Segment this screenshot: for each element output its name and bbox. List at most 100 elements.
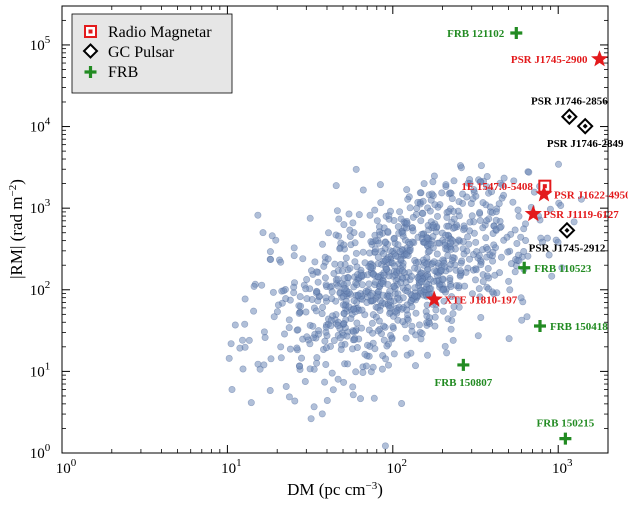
- pulsar-point: [350, 336, 358, 344]
- pulsar-point: [484, 285, 492, 293]
- pulsar-point: [430, 258, 438, 266]
- pulsar-point: [340, 378, 348, 386]
- pulsar-point: [398, 267, 406, 275]
- pulsar-point: [306, 214, 314, 222]
- pulsar-point: [349, 391, 357, 399]
- highlighted-sources: PSR J1746-2856 PSR J1746-2849 PSR J1745-29…: [425, 27, 628, 445]
- pulsar-point: [260, 328, 268, 336]
- pulsar-point: [505, 277, 513, 285]
- pulsar-point: [307, 415, 315, 423]
- pulsar-point: [423, 351, 431, 359]
- pulsar-point: [266, 386, 274, 394]
- frb-marker: [559, 432, 572, 445]
- pulsar-point: [465, 240, 473, 248]
- pulsar-point: [239, 365, 247, 373]
- pulsar-point: [309, 322, 317, 330]
- pulsar-point: [282, 295, 290, 303]
- pulsar-point: [484, 264, 492, 272]
- pulsar-point: [442, 245, 450, 253]
- axes: 100 101 102 103 100 101 102 103 104 105: [30, 5, 609, 477]
- pulsar-point: [449, 336, 457, 344]
- pulsar-point: [517, 294, 525, 302]
- pulsar-point: [449, 310, 457, 318]
- pulsar-point: [344, 360, 352, 368]
- pulsar-point: [296, 362, 304, 370]
- pulsar-point: [482, 234, 490, 242]
- pulsar-point: [408, 327, 416, 335]
- pulsar-point: [369, 329, 377, 337]
- pulsar-point: [291, 397, 299, 405]
- pulsar-point: [228, 385, 236, 393]
- pulsar-point: [268, 232, 276, 240]
- pulsar-point: [409, 213, 417, 221]
- pulsar-point: [464, 233, 472, 241]
- pulsar-point: [391, 262, 399, 270]
- pulsar-point: [290, 244, 298, 252]
- pulsar-point: [384, 228, 392, 236]
- pulsar-point: [359, 248, 367, 256]
- pulsar-point: [430, 172, 438, 180]
- pulsar-point: [554, 160, 562, 168]
- pulsar-point: [366, 211, 374, 219]
- pulsar-point: [522, 237, 530, 245]
- radio-magnetar-label: PSR J1119-6127: [543, 209, 619, 221]
- pulsar-point: [333, 207, 341, 215]
- pulsar-point: [301, 377, 309, 385]
- pulsar-point: [554, 238, 562, 246]
- pulsar-point: [349, 219, 357, 227]
- pulsar-point: [303, 333, 311, 341]
- pulsar-point: [328, 369, 336, 377]
- radio-magnetar-label: XTE J1810-197: [444, 295, 518, 307]
- y-tick-label: 105: [30, 34, 51, 54]
- pulsar-point: [451, 224, 459, 232]
- pulsar-point: [359, 368, 367, 376]
- pulsar-point: [415, 321, 423, 329]
- pulsar-point: [394, 294, 402, 302]
- pulsar-point: [428, 190, 436, 198]
- pulsar-point: [417, 217, 425, 225]
- pulsar-point: [245, 336, 253, 344]
- pulsar-point: [369, 363, 377, 371]
- pulsar-point: [375, 317, 383, 325]
- pulsar-point: [391, 271, 399, 279]
- pulsar-point: [420, 180, 428, 188]
- pulsar-point: [353, 319, 361, 327]
- pulsar-point: [353, 343, 361, 351]
- pulsar-point: [250, 307, 258, 315]
- pulsar-point: [460, 224, 468, 232]
- pulsar-point: [459, 238, 467, 246]
- pulsar-point: [290, 283, 298, 291]
- pulsar-point: [376, 231, 384, 239]
- pulsar-point: [241, 320, 249, 328]
- pulsar-point: [336, 245, 344, 253]
- pulsar-point: [334, 375, 342, 383]
- pulsar-point: [472, 238, 480, 246]
- pulsar-point: [375, 287, 383, 295]
- pulsar-point: [431, 267, 439, 275]
- pulsar-point: [312, 307, 320, 315]
- pulsar-point: [520, 248, 528, 256]
- pulsar-point: [340, 221, 348, 229]
- pulsar-point: [313, 268, 321, 276]
- pulsar-point: [247, 399, 255, 407]
- pulsar-point: [277, 343, 285, 351]
- pulsar-point: [322, 294, 330, 302]
- frb-label: FRB 110523: [534, 263, 592, 275]
- pulsar-point: [377, 199, 385, 207]
- pulsar-point: [523, 313, 531, 321]
- pulsar-point: [491, 271, 499, 279]
- pulsar-point: [439, 286, 447, 294]
- background-pulsar-points: [225, 160, 585, 450]
- pulsar-point: [311, 258, 319, 266]
- pulsar-point: [259, 229, 267, 237]
- pulsar-point: [470, 186, 478, 194]
- pulsar-point: [490, 241, 498, 249]
- pulsar-point: [443, 349, 451, 357]
- pulsar-point: [382, 256, 390, 264]
- pulsar-point: [476, 178, 484, 186]
- pulsar-point: [343, 332, 351, 340]
- pulsar-point: [440, 297, 448, 305]
- pulsar-point: [500, 191, 508, 199]
- pulsar-point: [293, 344, 301, 352]
